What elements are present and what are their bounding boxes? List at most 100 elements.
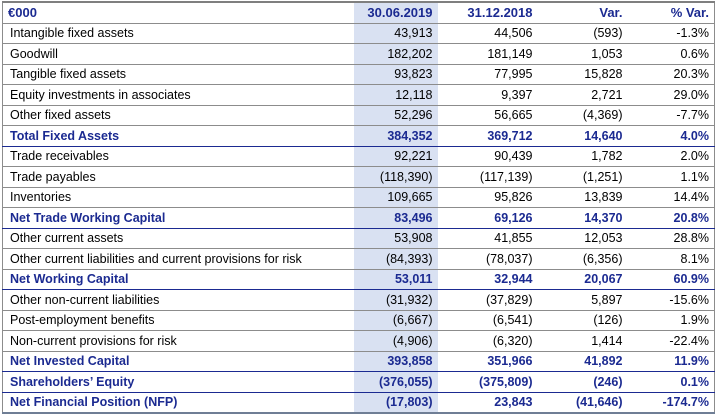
value-30-06-2019: 53,011: [353, 269, 438, 290]
row-label: Trade payables: [2, 166, 354, 188]
table-row: Net Invested Capital 393,858 351,966 41,…: [2, 351, 715, 372]
row-label: Other current assets: [2, 228, 354, 249]
value-pct-var: 20.8%: [627, 207, 715, 229]
value-31-12-2018: (375,809): [437, 371, 538, 393]
row-label: Net Financial Position (NFP): [2, 392, 354, 414]
row-label: Intangible fixed assets: [2, 23, 354, 44]
value-30-06-2019: (376,055): [353, 371, 438, 393]
value-31-12-2018: (78,037): [437, 248, 538, 270]
value-var: 5,897: [537, 289, 628, 311]
value-pct-var: -15.6%: [627, 289, 715, 311]
value-pct-var: 14.4%: [627, 187, 715, 208]
value-pct-var: 1.1%: [627, 166, 715, 188]
value-var: (41,646): [537, 392, 628, 414]
value-30-06-2019: 109,665: [353, 187, 438, 208]
value-var: 1,782: [537, 146, 628, 167]
value-31-12-2018: (37,829): [437, 289, 538, 311]
value-31-12-2018: 90,439: [437, 146, 538, 167]
value-var: 41,892: [537, 351, 628, 372]
value-30-06-2019: 393,858: [353, 351, 438, 372]
value-31-12-2018: 23,843: [437, 392, 538, 414]
value-var: (6,356): [537, 248, 628, 270]
value-pct-var: 20.3%: [627, 64, 715, 85]
value-pct-var: 29.0%: [627, 84, 715, 106]
value-31-12-2018: 95,826: [437, 187, 538, 208]
row-label: Equity investments in associates: [2, 84, 354, 106]
row-label: Shareholders’ Equity: [2, 371, 354, 393]
value-30-06-2019: 182,202: [353, 43, 438, 65]
value-31-12-2018: (6,541): [437, 310, 538, 331]
value-var: 2,721: [537, 84, 628, 106]
value-30-06-2019: (118,390): [353, 166, 438, 188]
value-31-12-2018: 44,506: [437, 23, 538, 44]
row-label: Other fixed assets: [2, 105, 354, 126]
value-31-12-2018: (117,139): [437, 166, 538, 188]
table-row: Equity investments in associates 12,118 …: [2, 84, 715, 106]
value-var: 14,370: [537, 207, 628, 229]
row-label: Net Invested Capital: [2, 351, 354, 372]
value-31-12-2018: (6,320): [437, 330, 538, 352]
table-body: Intangible fixed assets 43,913 44,506 (5…: [2, 23, 715, 414]
value-30-06-2019: 12,118: [353, 84, 438, 106]
value-31-12-2018: 77,995: [437, 64, 538, 85]
header-col-pct-var: % Var.: [627, 1, 715, 24]
value-var: 1,414: [537, 330, 628, 352]
value-30-06-2019: 43,913: [353, 23, 438, 44]
value-var: 20,067: [537, 269, 628, 290]
table-row: Inventories 109,665 95,826 13,839 14.4%: [2, 187, 715, 208]
value-pct-var: 2.0%: [627, 146, 715, 167]
table-row: Net Financial Position (NFP) (17,803) 23…: [2, 392, 715, 414]
row-label: Non-current provisions for risk: [2, 330, 354, 352]
header-unit: €000: [2, 1, 354, 24]
value-31-12-2018: 32,944: [437, 269, 538, 290]
value-30-06-2019: (17,803): [353, 392, 438, 414]
value-pct-var: -7.7%: [627, 105, 715, 126]
table-row: Trade payables (118,390) (117,139) (1,25…: [2, 166, 715, 188]
value-31-12-2018: 369,712: [437, 125, 538, 147]
value-pct-var: 11.9%: [627, 351, 715, 372]
value-30-06-2019: 384,352: [353, 125, 438, 147]
table-row: Shareholders’ Equity (376,055) (375,809)…: [2, 371, 715, 393]
value-30-06-2019: 53,908: [353, 228, 438, 249]
table-row: Non-current provisions for risk (4,906) …: [2, 330, 715, 352]
row-label: Other non-current liabilities: [2, 289, 354, 311]
value-30-06-2019: 83,496: [353, 207, 438, 229]
value-var: 15,828: [537, 64, 628, 85]
value-31-12-2018: 9,397: [437, 84, 538, 106]
row-label: Total Fixed Assets: [2, 125, 354, 147]
header-col-31-12-2018: 31.12.2018: [437, 1, 538, 24]
table-row: Other current liabilities and current pr…: [2, 248, 715, 270]
row-label: Tangible fixed assets: [2, 64, 354, 85]
value-pct-var: 60.9%: [627, 269, 715, 290]
table-row: Net Trade Working Capital 83,496 69,126 …: [2, 207, 715, 229]
header-col-var: Var.: [537, 1, 628, 24]
value-30-06-2019: (84,393): [353, 248, 438, 270]
value-pct-var: -174.7%: [627, 392, 715, 414]
row-label: Post-employment benefits: [2, 310, 354, 331]
table-row: Other non-current liabilities (31,932) (…: [2, 289, 715, 311]
value-30-06-2019: 92,221: [353, 146, 438, 167]
table-row: Net Working Capital 53,011 32,944 20,067…: [2, 269, 715, 290]
value-31-12-2018: 41,855: [437, 228, 538, 249]
row-label: Net Working Capital: [2, 269, 354, 290]
value-30-06-2019: (31,932): [353, 289, 438, 311]
table-row: Other current assets 53,908 41,855 12,05…: [2, 228, 715, 249]
value-var: 14,640: [537, 125, 628, 147]
value-var: (1,251): [537, 166, 628, 188]
row-label: Trade receivables: [2, 146, 354, 167]
value-pct-var: 0.1%: [627, 371, 715, 393]
value-var: (593): [537, 23, 628, 44]
row-label: Other current liabilities and current pr…: [2, 248, 354, 270]
value-30-06-2019: 52,296: [353, 105, 438, 126]
header-col-30-06-2019: 30.06.2019: [353, 1, 438, 24]
value-var: 13,839: [537, 187, 628, 208]
row-label: Net Trade Working Capital: [2, 207, 354, 229]
value-pct-var: -1.3%: [627, 23, 715, 44]
value-31-12-2018: 351,966: [437, 351, 538, 372]
table-row: Goodwill 182,202 181,149 1,053 0.6%: [2, 43, 715, 65]
value-30-06-2019: 93,823: [353, 64, 438, 85]
value-var: (126): [537, 310, 628, 331]
value-var: (246): [537, 371, 628, 393]
